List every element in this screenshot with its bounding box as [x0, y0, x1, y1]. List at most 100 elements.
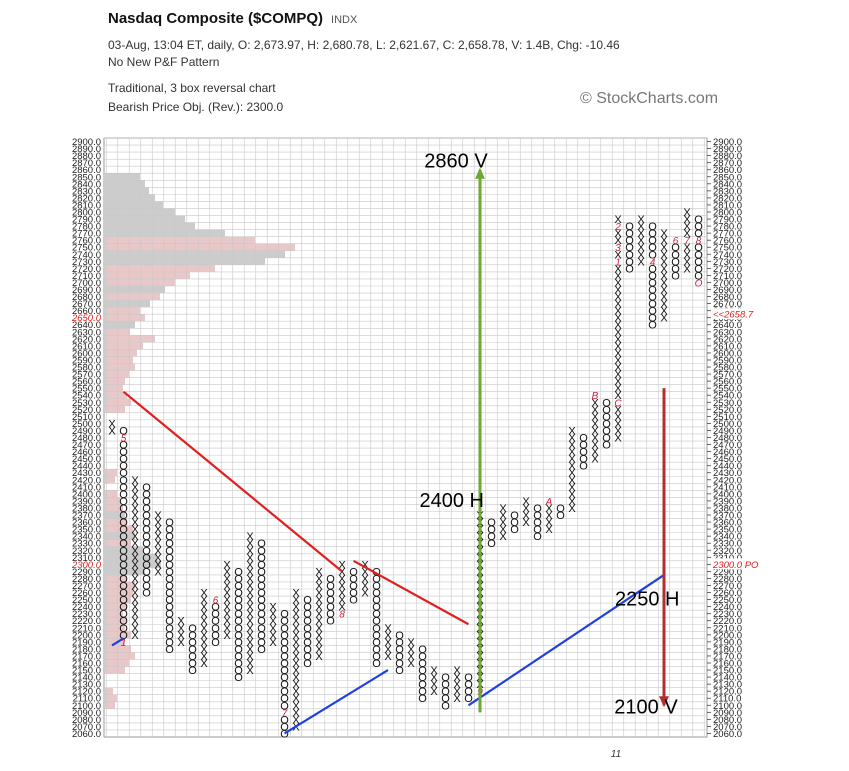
x-box: X — [246, 616, 254, 628]
y-tick-label-left: 2110.0 — [73, 694, 101, 705]
volume-bar — [105, 236, 255, 244]
o-box: O — [119, 580, 128, 592]
x-box: X — [269, 623, 277, 635]
x-box: X — [292, 644, 300, 656]
o-box: O — [119, 595, 128, 607]
o-box: O — [441, 686, 450, 698]
o-box: O — [648, 292, 657, 304]
y-tick-label-left: 2790.0 — [72, 215, 101, 226]
x-box: X — [614, 228, 622, 240]
o-box: O — [119, 623, 128, 635]
x-box: X — [545, 510, 553, 522]
y-tick-label-left: 2300.0 — [71, 560, 102, 571]
o-box: O — [119, 503, 128, 515]
volume-bar — [105, 321, 135, 329]
o-box: O — [257, 538, 266, 550]
y-tick-label-right: 2700.0 — [713, 278, 742, 289]
o-box: O — [119, 524, 128, 536]
o-box: O — [234, 616, 243, 628]
y-tick-label-right: 2480.0 — [713, 433, 742, 444]
x-box: X — [315, 637, 323, 649]
volume-bar — [105, 610, 123, 618]
volume-bar — [105, 490, 117, 498]
o-box: O — [257, 609, 266, 621]
volume-bar — [105, 589, 133, 597]
o-box: O — [602, 418, 611, 430]
o-box: O — [257, 602, 266, 614]
o-box: O — [280, 672, 289, 684]
o-box: O — [280, 637, 289, 649]
o-box: O — [119, 602, 128, 614]
x-box: X — [614, 277, 622, 289]
volume-bar — [105, 257, 265, 265]
volume-bar — [105, 560, 161, 568]
o-box: O — [142, 517, 151, 529]
o-box: O — [602, 411, 611, 423]
volume-bar — [105, 349, 137, 357]
y-tick-label-left: 2580.0 — [72, 363, 101, 374]
x-box: X — [453, 693, 461, 705]
o-box: O — [671, 249, 680, 261]
o-box: O — [625, 221, 634, 233]
volume-bar — [105, 293, 160, 301]
y-tick-label-left: 2430.0 — [72, 468, 101, 479]
y-tick-label-right: 2420.0 — [713, 475, 742, 486]
o-box: O — [441, 672, 450, 684]
y-tick-label-right: 2570.0 — [713, 370, 742, 381]
o-box: O — [303, 637, 312, 649]
x-box: X — [131, 595, 139, 607]
x-box: X — [315, 602, 323, 614]
o-box: O — [349, 566, 358, 578]
x-box: X — [591, 425, 599, 437]
x-box: X — [453, 665, 461, 677]
x-box: X — [637, 256, 645, 268]
o-box: O — [119, 588, 128, 600]
y-tick-label-left: 2640.0 — [72, 320, 101, 331]
x-box: X — [131, 475, 139, 487]
x-box: X — [384, 630, 392, 642]
o-box: O — [533, 517, 542, 529]
month-mark: O — [695, 278, 703, 289]
x-box: X — [660, 306, 668, 318]
x-box: X — [246, 609, 254, 621]
o-box: O — [234, 651, 243, 663]
o-box: O — [395, 644, 404, 656]
y-tick-label-right: 2890.0 — [713, 144, 742, 155]
y-tick-label-left: 2610.0 — [72, 341, 101, 352]
x-box: X — [522, 510, 530, 522]
x-box: X — [131, 489, 139, 501]
volume-bar — [105, 391, 127, 399]
x-box: X — [614, 376, 622, 388]
o-box: O — [694, 256, 703, 268]
y-tick-label-left: 2540.0 — [72, 391, 101, 402]
x-box: X — [591, 440, 599, 452]
o-box: O — [257, 595, 266, 607]
o-box: O — [119, 496, 128, 508]
y-tick-label-right: 2860.0 — [713, 165, 742, 176]
o-box: O — [464, 679, 473, 691]
volume-bar — [105, 180, 145, 188]
x-box: X — [223, 602, 231, 614]
x-box: X — [660, 299, 668, 311]
x-box: X — [292, 651, 300, 663]
y-tick-label-left: 2890.0 — [72, 144, 101, 155]
o-box: O — [234, 630, 243, 642]
x-box: X — [591, 411, 599, 423]
y-tick-label-left: 2080.0 — [72, 715, 101, 726]
trendline-bearish-resistance-1 — [122, 390, 343, 573]
y-tick-label-right: 2530.0 — [713, 398, 742, 409]
target-arrow-head — [659, 696, 669, 708]
x-box: X — [200, 623, 208, 635]
o-box: O — [579, 447, 588, 459]
x-box: X — [568, 475, 576, 487]
x-box: X — [269, 609, 277, 621]
volume-bar — [105, 532, 135, 540]
volume-bar — [105, 694, 117, 702]
volume-bar — [105, 173, 140, 181]
y-tick-label-right: 2610.0 — [713, 341, 742, 352]
o-box: O — [579, 454, 588, 466]
volume-bar — [105, 307, 140, 315]
o-box: O — [303, 630, 312, 642]
x-box: X — [246, 658, 254, 670]
y-tick-label-left: 2250.0 — [72, 595, 101, 606]
